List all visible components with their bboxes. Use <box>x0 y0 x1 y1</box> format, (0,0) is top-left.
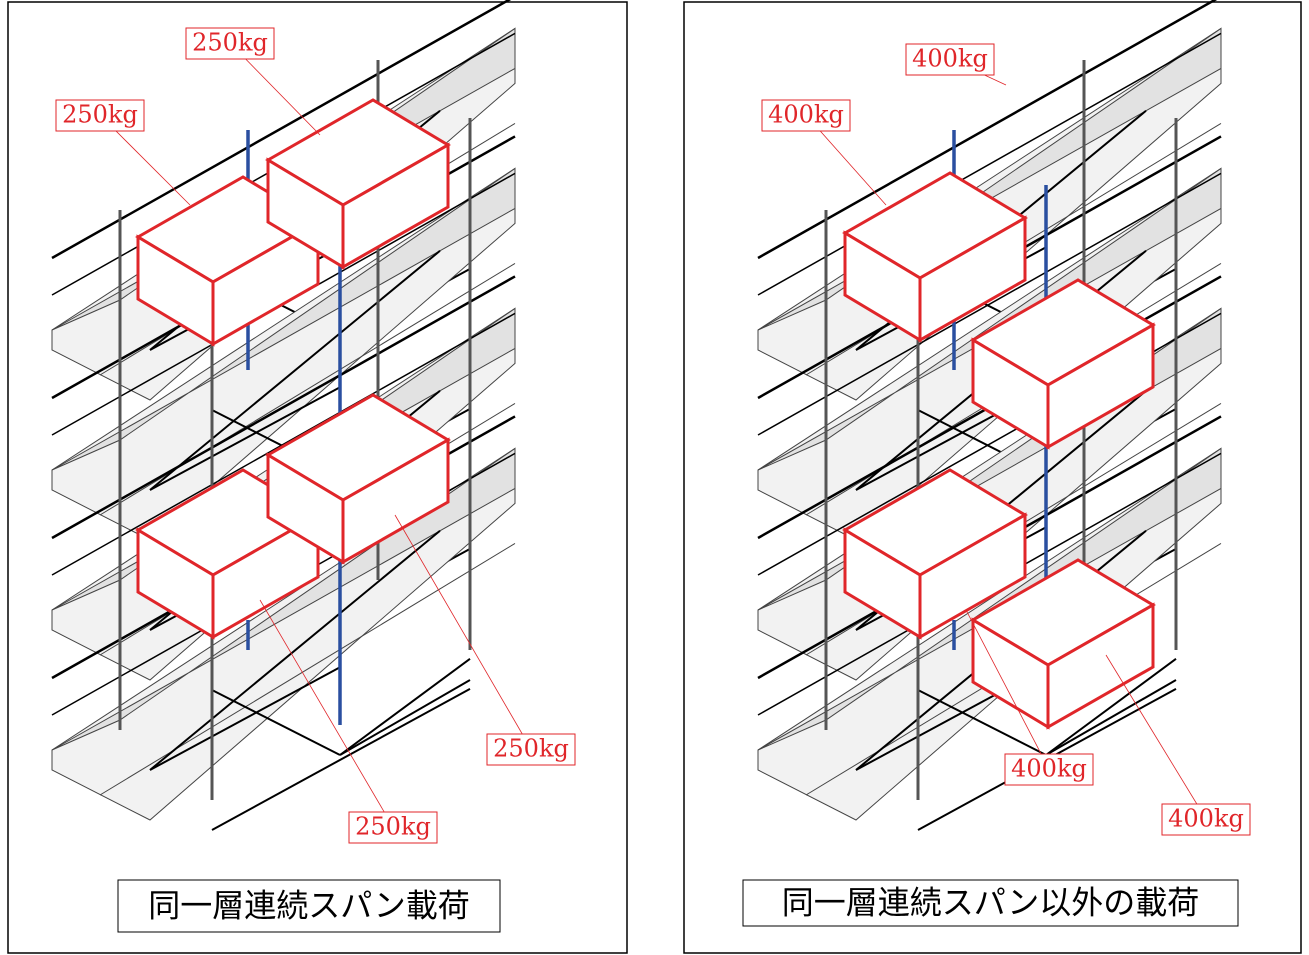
handrail <box>51 275 516 540</box>
load-label: 400kg <box>912 45 988 73</box>
leader-line <box>259 599 394 828</box>
label-box <box>348 811 438 844</box>
load-box-side <box>918 512 1027 640</box>
load-box-side <box>1046 322 1155 450</box>
brace <box>917 689 1047 756</box>
brace <box>211 687 471 831</box>
label-box <box>761 99 851 132</box>
caption: 同一層連続スパン載荷 <box>148 887 470 925</box>
load-box-side <box>211 219 320 347</box>
label-box <box>1004 753 1094 786</box>
caption-box <box>742 879 1239 927</box>
deck-edge <box>51 167 516 471</box>
brace <box>149 250 441 491</box>
load-label: 400kg <box>768 101 844 129</box>
brace <box>149 666 341 771</box>
caption: 同一層連続スパン以外の載荷 <box>782 884 1200 922</box>
deck-edge <box>51 447 516 751</box>
leader-line <box>965 609 1050 770</box>
load-label: 250kg <box>355 813 431 841</box>
label-box <box>55 99 145 132</box>
caption-box <box>117 879 501 933</box>
brace <box>339 658 471 756</box>
load-label: 250kg <box>192 29 268 57</box>
scaffold-right: 400kg 400kg 400kg 400kg 同一層連続スパン以外の載荷 <box>742 0 1251 927</box>
label-box <box>185 27 275 60</box>
scaffold-left: 250kg 250kg 250kg 250kg 同一層連続スパン載荷 <box>51 0 576 933</box>
load-label: 250kg <box>493 735 569 763</box>
brace <box>339 679 471 756</box>
label-box <box>486 733 576 766</box>
handrail <box>757 32 1222 296</box>
leader-line <box>1105 654 1207 820</box>
load-box-side <box>341 437 450 565</box>
label-box <box>1161 803 1251 836</box>
load-box-side <box>918 215 1027 343</box>
brace <box>149 386 341 491</box>
load-label: 250kg <box>62 101 138 129</box>
load-box-side <box>341 142 450 270</box>
leader-line <box>394 514 532 750</box>
handrail <box>51 0 512 260</box>
label-box <box>905 43 995 76</box>
deck-edge <box>757 27 1222 331</box>
brace <box>149 530 441 771</box>
handrail <box>51 312 516 576</box>
load-label: 400kg <box>1168 805 1244 833</box>
handrail <box>757 172 1222 436</box>
brace <box>211 689 341 756</box>
handrail <box>757 0 1218 260</box>
load-box-side <box>1046 602 1155 730</box>
brace <box>1045 658 1177 756</box>
load-box-side <box>211 512 320 640</box>
brace <box>1045 679 1177 756</box>
load-label: 400kg <box>1011 755 1087 783</box>
